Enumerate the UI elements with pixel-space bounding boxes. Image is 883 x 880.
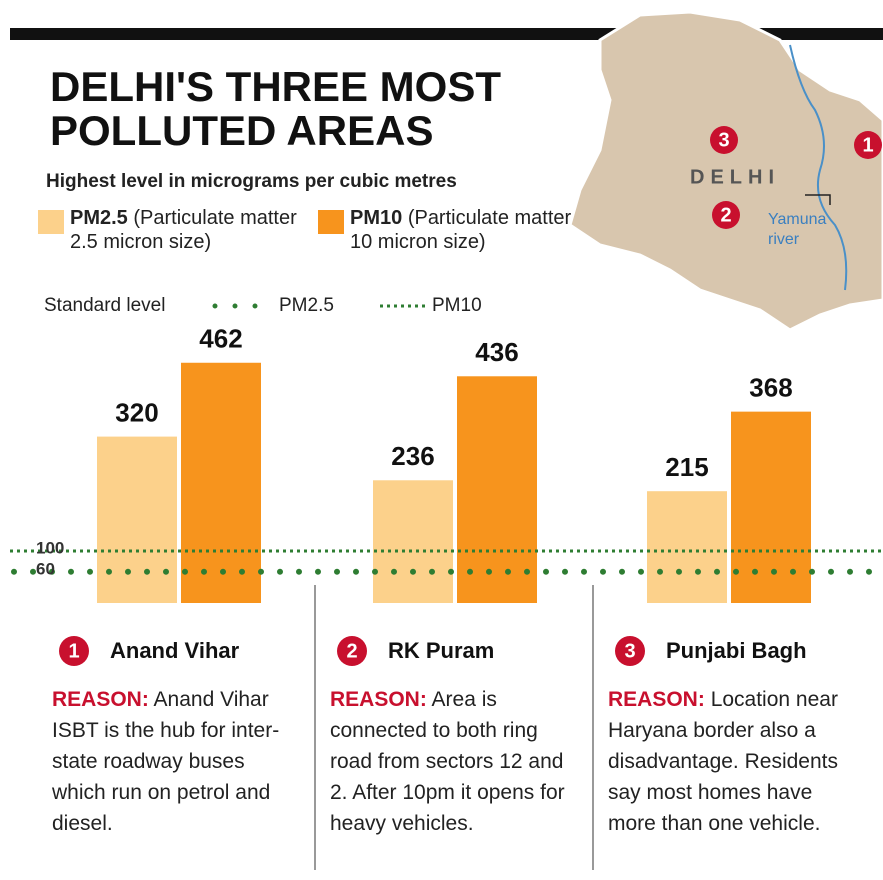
value-label: 368 bbox=[749, 373, 792, 403]
legend-swatch bbox=[318, 210, 344, 234]
legend-name: PM2.5 bbox=[70, 207, 128, 229]
value-label: 320 bbox=[115, 397, 158, 427]
reason: REASON: Location near Haryana border als… bbox=[608, 684, 853, 839]
map-marker-label: 3 bbox=[718, 129, 729, 151]
value-label: 462 bbox=[199, 324, 242, 354]
category-label: Punjabi Bagh bbox=[666, 638, 807, 663]
reason: REASON: Area is connected to both ring r… bbox=[330, 684, 575, 839]
legend-label: PM10 bbox=[432, 295, 482, 316]
subtitle: Highest level in micrograms per cubic me… bbox=[46, 171, 457, 192]
river-label: Yamuna bbox=[768, 211, 827, 228]
reason-label: REASON: bbox=[52, 688, 149, 711]
bar bbox=[731, 411, 811, 603]
reason-text: Area is connected to both ring road from… bbox=[330, 688, 565, 835]
category-number: 3 bbox=[624, 640, 635, 662]
map-label: DELHI bbox=[690, 166, 780, 188]
legend-desc: (Particulate matter 10 micron size) bbox=[350, 207, 572, 253]
reason-label: REASON: bbox=[330, 688, 427, 711]
legend-swatch bbox=[38, 210, 64, 234]
river bbox=[789, 44, 848, 291]
reason-text: Location near Haryana border also a disa… bbox=[608, 688, 838, 835]
reference-label: 60 bbox=[36, 559, 55, 578]
legend-label: PM2.5 bbox=[279, 295, 334, 316]
value-label: 436 bbox=[475, 337, 518, 367]
map-marker bbox=[854, 131, 882, 159]
bar bbox=[373, 480, 453, 603]
map-marker-label: 1 bbox=[862, 134, 873, 156]
category-marker bbox=[337, 636, 367, 666]
category-marker bbox=[59, 636, 89, 666]
map-marker-label: 2 bbox=[720, 204, 731, 226]
category-label: RK Puram bbox=[388, 638, 494, 663]
reason: REASON: Anand Vihar ISBT is the hub for … bbox=[52, 684, 297, 839]
value-label: 236 bbox=[391, 441, 434, 471]
bar bbox=[647, 491, 727, 603]
legend-name: PM10 bbox=[350, 207, 403, 229]
legend-entry: PM2.5 (Particulate matter 2.5 micron siz… bbox=[70, 206, 300, 254]
reference-label: 100 bbox=[36, 538, 64, 557]
chart-title: DELHI'S THREE MOST bbox=[50, 63, 501, 110]
chart-title: POLLUTED AREAS bbox=[50, 107, 433, 154]
reason-label: REASON: bbox=[608, 688, 705, 711]
map-marker bbox=[710, 126, 738, 154]
category-number: 2 bbox=[346, 640, 357, 662]
category-label: Anand Vihar bbox=[110, 638, 240, 663]
reason-text: Anand Vihar ISBT is the hub for inter-st… bbox=[52, 688, 280, 835]
bar bbox=[457, 376, 537, 603]
standard-label: Standard level bbox=[44, 295, 165, 316]
category-marker bbox=[615, 636, 645, 666]
map-marker bbox=[712, 201, 740, 229]
bar bbox=[97, 436, 177, 603]
legend-desc: (Particulate matter 2.5 micron size) bbox=[70, 207, 297, 253]
legend-entry: PM10 (Particulate matter 10 micron size) bbox=[350, 206, 580, 254]
bar bbox=[181, 362, 261, 603]
category-number: 1 bbox=[68, 640, 79, 662]
value-label: 215 bbox=[665, 452, 708, 482]
pointer bbox=[805, 194, 831, 205]
river-label: river bbox=[768, 231, 800, 248]
